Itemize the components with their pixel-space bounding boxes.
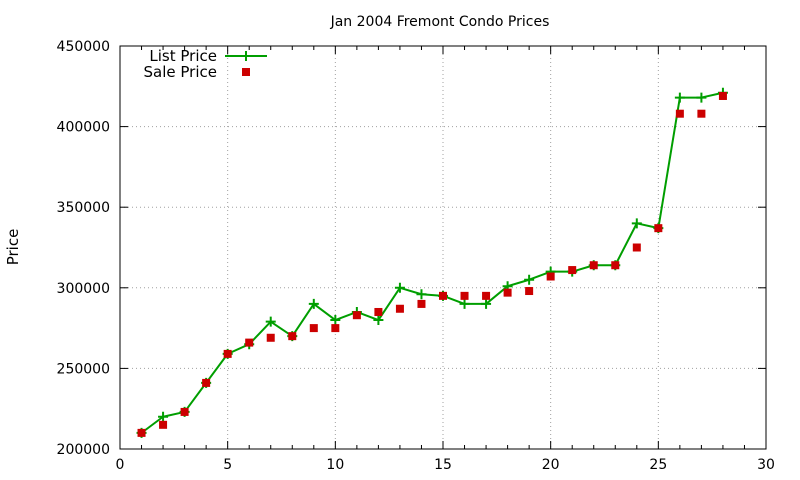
x-tick-label: 15 bbox=[434, 457, 452, 473]
sale-price-point bbox=[546, 272, 555, 281]
legend-swatches bbox=[225, 51, 267, 76]
y-tick-label: 250000 bbox=[57, 361, 110, 377]
sale-price-point bbox=[202, 378, 211, 387]
sale-price-point bbox=[611, 261, 620, 270]
legend-label-sale-price: Sale Price bbox=[144, 63, 217, 81]
sale-price-point bbox=[675, 109, 684, 118]
y-tick-label: 300000 bbox=[57, 281, 110, 297]
series-list-price bbox=[136, 87, 728, 438]
list-price-point bbox=[158, 411, 169, 422]
list-price-point bbox=[394, 282, 405, 293]
x-tick-label: 5 bbox=[223, 457, 232, 473]
sale-price-point bbox=[180, 407, 189, 416]
sale-price-point bbox=[395, 304, 404, 313]
list-price-point bbox=[524, 274, 535, 285]
y-axis: 200000 250000 300000 350000 400000 450000 bbox=[57, 39, 766, 458]
sale-price-point bbox=[245, 338, 254, 347]
series-layer bbox=[136, 87, 728, 438]
list-price-point bbox=[631, 218, 642, 229]
x-tick-label: 25 bbox=[649, 457, 667, 473]
list-price-point bbox=[481, 298, 492, 309]
legend-marker-list-price bbox=[241, 51, 251, 61]
legend: List Price Sale Price bbox=[144, 47, 267, 81]
sale-price-point bbox=[223, 349, 232, 358]
sale-price-point bbox=[352, 311, 361, 320]
sale-price-point bbox=[589, 261, 598, 270]
list-price-point bbox=[330, 315, 341, 326]
x-axis: 0 5 10 15 20 25 30 bbox=[116, 46, 775, 473]
sale-price-point bbox=[482, 291, 491, 300]
sale-price-point bbox=[525, 287, 534, 296]
list-price-point bbox=[265, 316, 276, 327]
y-tick-label: 450000 bbox=[57, 39, 110, 55]
sale-price-point bbox=[309, 324, 318, 333]
list-price-point bbox=[459, 298, 470, 309]
series-sale-price bbox=[137, 91, 727, 437]
sale-price-point bbox=[137, 428, 146, 437]
list-price-point bbox=[416, 289, 427, 300]
legend-marker-sale-price bbox=[242, 68, 250, 76]
y-tick-label: 200000 bbox=[57, 442, 110, 458]
x-tick-label: 20 bbox=[542, 457, 560, 473]
x-tick-label: 30 bbox=[757, 457, 775, 473]
sale-price-point bbox=[417, 299, 426, 308]
sale-price-point bbox=[697, 109, 706, 118]
legend-label-list-price: List Price bbox=[149, 47, 217, 65]
x-tick-label: 10 bbox=[326, 457, 344, 473]
list-price-point bbox=[696, 92, 707, 103]
sale-price-point bbox=[718, 91, 727, 100]
sale-price-point bbox=[460, 291, 469, 300]
y-axis-label: Price bbox=[4, 229, 22, 266]
sale-price-point bbox=[159, 420, 168, 429]
sale-price-point bbox=[266, 333, 275, 342]
y-tick-label: 400000 bbox=[57, 120, 110, 136]
list-price-point bbox=[308, 298, 319, 309]
chart-title: Jan 2004 Fremont Condo Prices bbox=[330, 14, 550, 30]
grid-lines bbox=[120, 46, 766, 449]
y-tick-label: 350000 bbox=[57, 200, 110, 216]
sale-price-point bbox=[374, 307, 383, 316]
list-price-point bbox=[373, 315, 384, 326]
sale-price-point bbox=[632, 243, 641, 252]
sale-price-point bbox=[503, 288, 512, 297]
sale-price-point bbox=[568, 266, 577, 275]
list-price-line bbox=[140, 91, 724, 434]
sale-price-point bbox=[288, 332, 297, 341]
x-tick-label: 0 bbox=[116, 457, 125, 473]
sale-price-point bbox=[439, 291, 447, 300]
sale-price-point bbox=[654, 224, 663, 233]
sale-price-point bbox=[331, 324, 340, 333]
list-price-point bbox=[674, 92, 685, 103]
